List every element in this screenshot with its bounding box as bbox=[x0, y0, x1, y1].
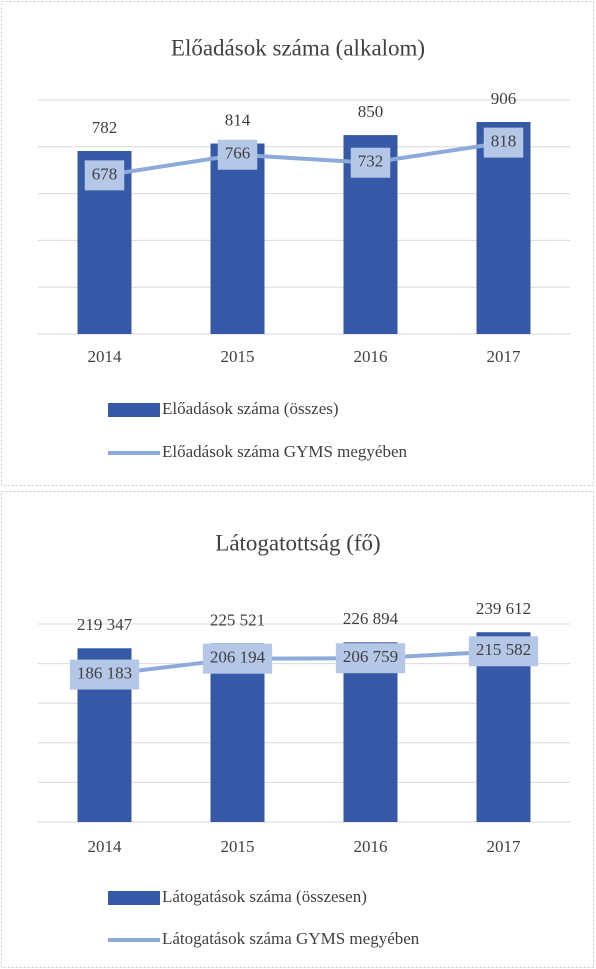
legend-label: Látogatások száma GYMS megyében bbox=[162, 929, 420, 948]
x-tick-label: 2014 bbox=[88, 347, 123, 366]
line-value-label: 732 bbox=[358, 152, 384, 171]
bar-value-label: 225 521 bbox=[210, 610, 265, 629]
line-value-label: 678 bbox=[92, 164, 118, 183]
chart-title: Látogatottság (fő) bbox=[215, 530, 380, 555]
line-value-label: 206 759 bbox=[343, 647, 398, 666]
chart-frame bbox=[1, 491, 594, 968]
legend-label: Látogatások száma (összesen) bbox=[162, 887, 367, 906]
bar-value-label: 226 894 bbox=[343, 609, 399, 628]
line-value-label: 215 582 bbox=[476, 640, 531, 659]
bar-value-label: 219 347 bbox=[77, 615, 133, 634]
line bbox=[102, 140, 506, 178]
label-box bbox=[335, 643, 406, 674]
legend-swatch bbox=[108, 403, 160, 417]
label-box bbox=[217, 139, 258, 170]
legend-swatch bbox=[108, 891, 160, 905]
bar-value-label: 906 bbox=[491, 89, 517, 108]
label-box bbox=[69, 659, 140, 690]
bar bbox=[210, 143, 265, 334]
line bbox=[102, 649, 506, 677]
x-tick-label: 2017 bbox=[487, 837, 522, 856]
label-box bbox=[84, 160, 125, 191]
legend-label: Előadások száma GYMS megyében bbox=[162, 442, 408, 461]
x-tick-label: 2017 bbox=[487, 347, 522, 366]
line-value-label: 186 183 bbox=[77, 663, 132, 682]
line-value-label: 766 bbox=[225, 144, 251, 163]
label-box bbox=[350, 147, 391, 178]
chart-title: Előadások száma (alkalom) bbox=[171, 35, 425, 60]
line-value-label: 818 bbox=[491, 131, 517, 150]
label-box bbox=[468, 636, 539, 667]
bar-value-label: 239 612 bbox=[476, 599, 531, 618]
legend-label: Előadások száma (összes) bbox=[162, 399, 339, 418]
x-tick-label: 2014 bbox=[88, 837, 123, 856]
chart-frame bbox=[1, 1, 594, 486]
label-box bbox=[202, 643, 273, 674]
line-value-label: 206 194 bbox=[210, 648, 266, 667]
label-box bbox=[483, 127, 524, 158]
x-tick-label: 2015 bbox=[221, 347, 255, 366]
x-tick-label: 2016 bbox=[354, 837, 388, 856]
bar-value-label: 782 bbox=[92, 118, 118, 137]
bar-value-label: 850 bbox=[358, 102, 384, 121]
x-tick-label: 2015 bbox=[221, 837, 255, 856]
x-tick-label: 2016 bbox=[354, 347, 388, 366]
bar-value-label: 814 bbox=[225, 110, 251, 129]
